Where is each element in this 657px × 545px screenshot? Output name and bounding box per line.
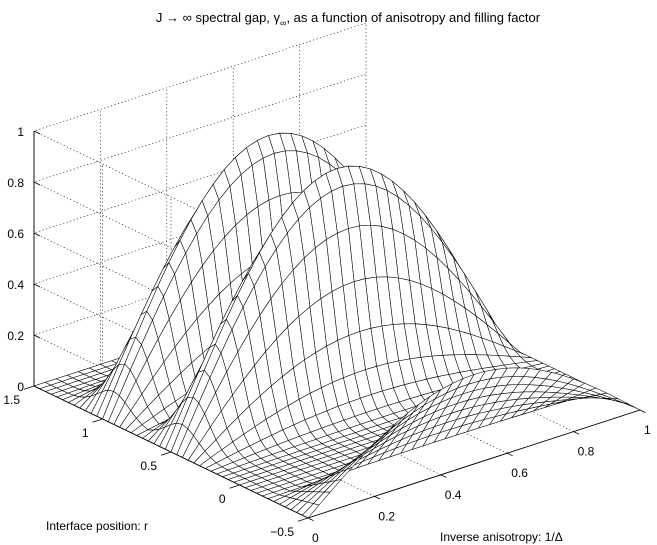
mesh-surface	[33, 132, 641, 519]
y-tick-mark	[229, 484, 240, 489]
z-tick-label: 0.6	[7, 227, 24, 241]
x-axis-label: Inverse anisotropy: 1/Δ	[440, 530, 563, 544]
x-tick-label: 1	[644, 423, 651, 437]
y-axis-label: Interface position: r	[46, 519, 148, 533]
x-tick-label: 0	[312, 531, 319, 545]
y-tick-mark	[160, 451, 172, 456]
x-tick-label: 0.4	[445, 488, 462, 502]
y-tick-mark	[23, 385, 35, 390]
y-tick-mark	[92, 418, 103, 423]
title-rest: , as a function of anisotropy and fillin…	[286, 10, 540, 25]
y-tick-label: 1	[82, 426, 89, 440]
y-tick-label: 1.5	[3, 393, 20, 407]
x-tick-mark	[573, 431, 580, 435]
title-subscript: ∞	[280, 18, 286, 28]
x-tick-mark	[639, 409, 646, 413]
title-main: J → ∞ spectral gap, γ	[156, 10, 281, 25]
x-tick-mark	[507, 452, 513, 457]
chart-title: J → ∞ spectral gap, γ∞, as a function of…	[156, 10, 541, 28]
x-tick-mark	[374, 496, 381, 500]
x-tick-label: 0.2	[378, 509, 395, 523]
mesh-cell	[622, 402, 641, 411]
x-tick-label: 0.6	[511, 466, 528, 480]
z-tick-mark	[33, 385, 41, 390]
z-tick-label: 1	[17, 125, 24, 139]
z-tick-label: 0	[17, 380, 24, 394]
z-tick-mark	[33, 130, 41, 135]
z-tick-label: 0.8	[7, 176, 24, 190]
z-tick-mark	[33, 283, 41, 288]
tick-labels: 00.20.40.60.81−0.500.511.500.20.40.60.81	[3, 125, 651, 545]
z-tick-mark	[33, 334, 41, 339]
y-tick-label: 0.5	[140, 459, 157, 473]
mesh-cell	[611, 398, 630, 405]
z-tick-mark	[33, 181, 41, 186]
z-tick-mark	[33, 232, 41, 237]
z-tick-label: 0.4	[7, 278, 24, 292]
x-axis-line	[307, 409, 641, 519]
x-tick-label: 0.8	[578, 445, 595, 459]
y-tick-label: 0	[219, 492, 226, 506]
y-tick-mark	[297, 517, 309, 522]
z-tick-label: 0.2	[7, 329, 24, 343]
y-tick-label: −0.5	[270, 525, 294, 539]
x-tick-mark	[440, 474, 447, 478]
x-tick-mark	[307, 517, 314, 521]
